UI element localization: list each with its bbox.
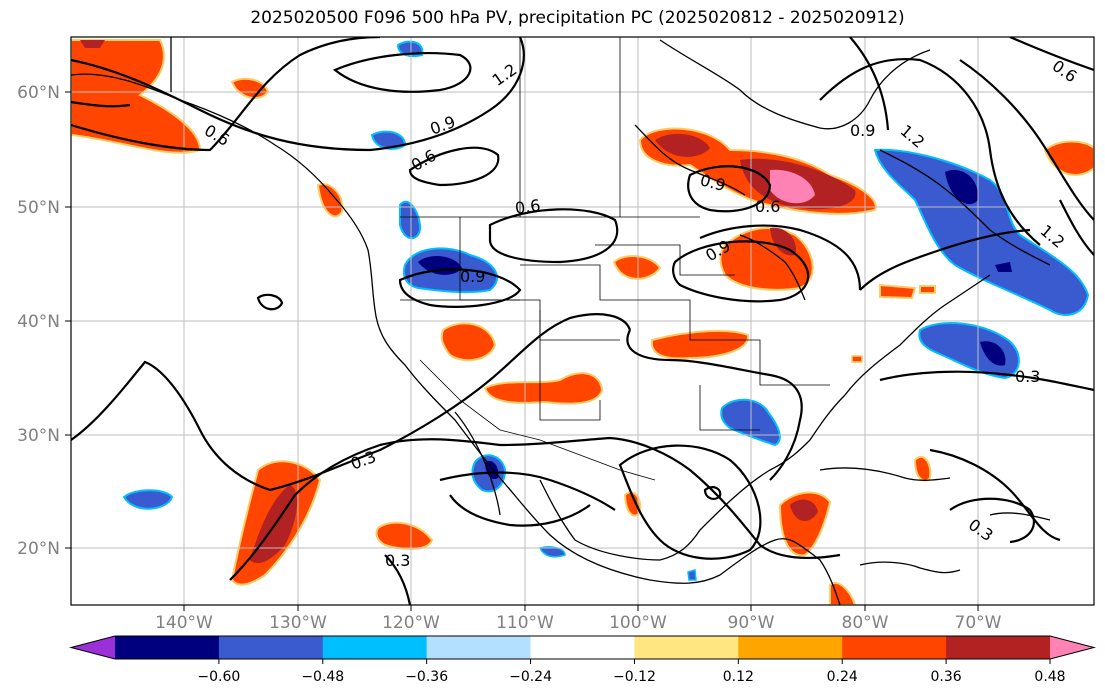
latitude-labels: 60°N 50°N 40°N 30°N 20°N [17,83,60,559]
colorbar-tick-label: 0.36 [931,669,962,685]
contour-label: 0.3 [385,551,410,570]
political-boundaries [400,37,830,481]
colorbar: −0.60 −0.48 −0.36 −0.24 −0.12 0.12 0.24 0.36 0.4… [69,635,1096,685]
colorbar-tick-label: −0.36 [405,669,448,685]
lat-label: 40°N [17,312,60,332]
colorbar-tick-label: 0.48 [1034,669,1065,685]
lat-label: 50°N [17,198,60,218]
lat-label: 30°N [17,426,60,446]
colorbar-segment [426,636,532,659]
axis-ticks [65,91,979,611]
lat-label: 60°N [17,83,60,103]
contour-label: 0.6 [514,196,542,218]
lon-label: 120°W [382,613,440,633]
colorbar-tick-label: −0.24 [509,669,552,685]
colorbar-tick-label: 0.24 [827,669,858,685]
lon-label: 70°W [955,613,1002,633]
lon-label: 100°W [609,613,667,633]
graticule [71,37,1094,605]
colorbar-tick-label: −0.12 [613,669,656,685]
lat-label: 20°N [17,539,60,559]
contour-label: 0.6 [755,197,780,216]
colorbar-extend-min [71,636,115,659]
colorbar-segment [322,636,428,659]
colorbar-extend-max [1050,636,1094,659]
colorbar-tick-label: 0.12 [723,669,754,685]
map-area: 1.2 0.9 0.6 0.6 0.9 0.6 0.6 0.9 0.9 0.9 … [71,37,1094,605]
colorbar-segment [530,636,635,659]
lon-label: 80°W [842,613,889,633]
lon-label: 140°W [155,613,213,633]
lon-label: 110°W [496,613,554,633]
map-title: 2025020500 F096 500 hPa PV, precipitatio… [250,8,905,28]
pv-contours [71,37,1094,605]
longitude-labels: 140°W 130°W 120°W 110°W 100°W 90°W 80°W … [155,613,1002,633]
lon-label: 90°W [728,613,775,633]
colorbar-segment [842,636,947,659]
contour-label: 0.9 [460,267,485,286]
colorbar-segment [218,636,324,659]
colorbar-segment [634,636,739,659]
colorbar-tick-label: −0.48 [301,669,344,685]
contour-label: 0.9 [850,121,875,140]
colorbar-outline [69,635,1096,660]
lon-label: 130°W [269,613,327,633]
colorbar-segment [738,636,843,659]
colorbar-segment [115,636,220,659]
contour-label: 0.3 [1015,367,1040,386]
colorbar-segment [946,636,1051,659]
colorbar-tick-label: −0.60 [197,669,240,685]
